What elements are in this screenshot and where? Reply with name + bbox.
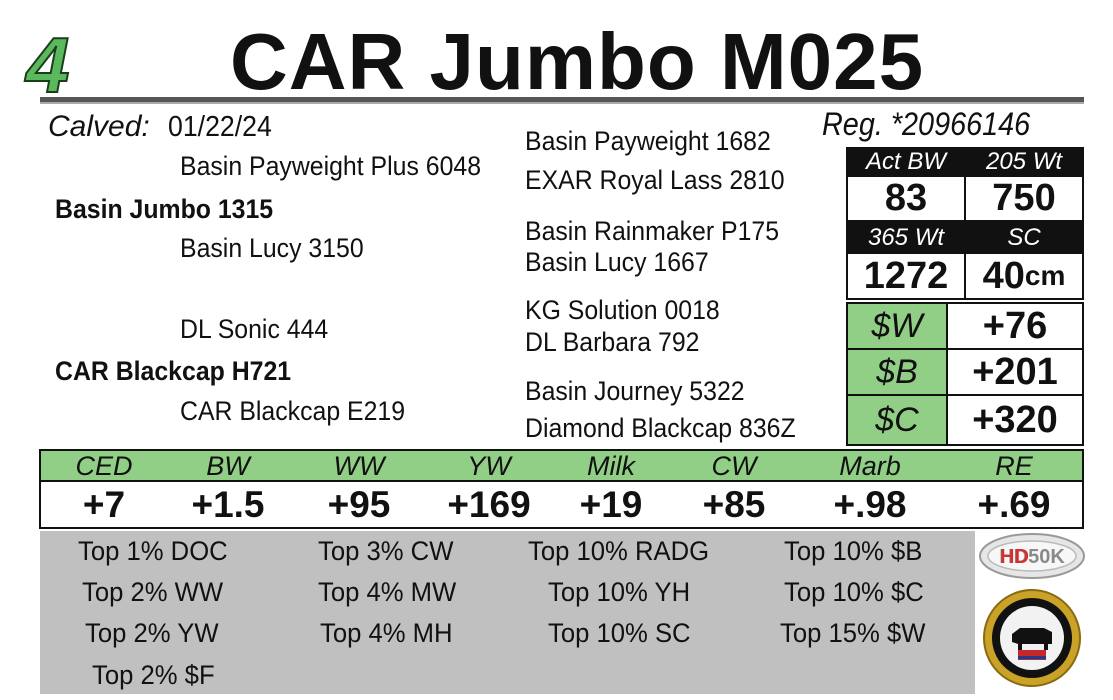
hd50k-logo-accent: HD bbox=[1000, 546, 1029, 568]
ranking-item: Top 10% RADG bbox=[528, 536, 710, 566]
ranking-item: Top 15% $W bbox=[780, 618, 926, 648]
epd-value-re: +.69 bbox=[977, 484, 1051, 525]
sire-dam-sire: Basin Rainmaker P175 bbox=[525, 216, 780, 246]
ranking-item: Top 10% YH bbox=[548, 577, 691, 607]
sire: Basin Jumbo 1315 bbox=[55, 194, 274, 224]
calved-date: 01/22/24 bbox=[168, 111, 272, 143]
ranking-item: Top 10% $C bbox=[784, 577, 924, 607]
wt365-value: 1272 bbox=[846, 252, 966, 300]
epd-value-bw: +1.5 bbox=[191, 484, 265, 525]
seal-ribbon bbox=[1018, 650, 1046, 660]
epd-panel: CED BW WW YW Milk CW Marb RE +7 +1.5 +95… bbox=[39, 449, 1084, 529]
index-b-label: $B bbox=[846, 348, 948, 396]
bull-icon bbox=[1012, 628, 1052, 650]
hd50k-logo-text: HD50K bbox=[999, 546, 1065, 568]
index-w-label: $W bbox=[846, 302, 948, 350]
ranking-item: Top 2% $F bbox=[92, 660, 215, 690]
ranking-item: Top 1% DOC bbox=[78, 536, 228, 566]
epd-header-row: CED BW WW YW Milk CW Marb RE bbox=[41, 451, 1082, 482]
lot-number: 4 bbox=[25, 21, 70, 109]
dam-sire: DL Sonic 444 bbox=[180, 314, 329, 344]
epd-label-bw: BW bbox=[206, 451, 250, 481]
ranking-item: Top 2% YW bbox=[85, 618, 219, 648]
epd-label-re: RE bbox=[995, 451, 1033, 481]
ranking-item: Top 4% MH bbox=[320, 618, 453, 648]
act-bw-label: Act BW bbox=[846, 147, 966, 177]
epd-value-milk: +19 bbox=[579, 484, 643, 525]
epd-value-ww: +95 bbox=[327, 484, 391, 525]
index-b-value: +201 bbox=[946, 348, 1084, 396]
epd-label-cw: CW bbox=[711, 451, 757, 481]
sire-sire-dam: EXAR Royal Lass 2810 bbox=[525, 165, 785, 195]
epd-label-ced: CED bbox=[75, 451, 133, 481]
epd-value-yw: +169 bbox=[447, 484, 531, 525]
ranking-item: Top 10% SC bbox=[548, 618, 691, 648]
calved-label: Calved: bbox=[48, 110, 150, 143]
act-bw-value: 83 bbox=[846, 175, 966, 222]
ranking-item: Top 3% CW bbox=[318, 536, 454, 566]
sire-sire-sire: Basin Payweight 1682 bbox=[525, 126, 771, 156]
sc-label: SC bbox=[964, 222, 1084, 254]
index-c-label: $C bbox=[846, 394, 948, 446]
epd-value-ced: +7 bbox=[82, 484, 126, 525]
sire-dam-dam: Basin Lucy 1667 bbox=[525, 247, 709, 277]
epd-label-yw: YW bbox=[467, 451, 511, 481]
hd50k-logo: HD50K HD bbox=[979, 533, 1085, 579]
dam-dam-sire: Basin Journey 5322 bbox=[525, 376, 745, 406]
wt205-value: 750 bbox=[964, 175, 1084, 222]
ranking-item: Top 10% $B bbox=[784, 536, 923, 566]
dam: CAR Blackcap H721 bbox=[55, 356, 292, 386]
epd-label-ww: WW bbox=[333, 451, 385, 481]
rankings-panel bbox=[40, 531, 975, 694]
epd-label-milk: Milk bbox=[587, 451, 635, 481]
epd-label-marb: Marb bbox=[839, 451, 901, 481]
sc-unit: cm bbox=[1024, 260, 1066, 291]
wt205-label: 205 Wt bbox=[964, 147, 1084, 177]
epd-value-cw: +85 bbox=[702, 484, 766, 525]
sc-value: 40 cm bbox=[964, 252, 1084, 300]
angus-seal-logo bbox=[983, 589, 1081, 687]
sc-number: 40 bbox=[982, 254, 1025, 297]
header-divider bbox=[40, 97, 1084, 102]
header-divider-shadow bbox=[40, 102, 1084, 104]
index-c-value: +320 bbox=[946, 394, 1084, 446]
dam-dam-dam: Diamond Blackcap 836Z bbox=[525, 413, 796, 443]
wt365-label: 365 Wt bbox=[846, 222, 966, 254]
sire-sire: Basin Payweight Plus 6048 bbox=[180, 151, 482, 181]
dam-sire-sire: KG Solution 0018 bbox=[525, 295, 720, 325]
sire-dam: Basin Lucy 3150 bbox=[180, 233, 364, 263]
dam-sire-dam: DL Barbara 792 bbox=[525, 327, 700, 357]
epd-value-marb: +.98 bbox=[833, 484, 907, 525]
dam-dam: CAR Blackcap E219 bbox=[180, 396, 406, 426]
ranking-item: Top 2% WW bbox=[82, 577, 224, 607]
animal-name: CAR Jumbo M025 bbox=[230, 17, 925, 106]
ranking-item: Top 4% MW bbox=[318, 577, 457, 607]
registration-number: Reg. *20966146 bbox=[822, 106, 1031, 142]
index-w-value: +76 bbox=[946, 302, 1084, 350]
